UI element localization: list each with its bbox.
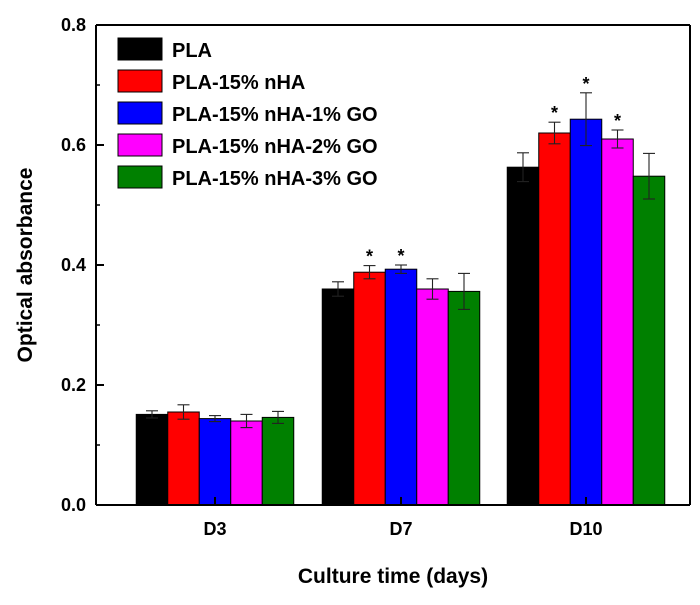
error-bar-1-D10	[517, 152, 529, 183]
legend-label: PLA-15% nHA-2% GO	[172, 136, 378, 158]
error-bar-5-D10	[643, 152, 655, 200]
legend-swatch	[117, 101, 163, 125]
bar-3-D10	[569, 118, 603, 506]
bar-4-D10	[601, 138, 634, 506]
legend-item-1: PLA	[117, 37, 212, 62]
x-tick-label-D10: D10	[569, 519, 602, 539]
bar-2-D3	[167, 411, 200, 506]
x-tick-label-D3: D3	[203, 519, 226, 539]
bar-3-D7	[384, 268, 418, 506]
y-tick-label: 0.4	[61, 255, 86, 275]
y-tick-label: 0.8	[61, 15, 86, 35]
bar-4-D7	[416, 288, 449, 506]
error-bar-3-D10	[580, 92, 592, 147]
error-bar-5-D3	[272, 410, 284, 424]
legend-swatch	[117, 133, 163, 157]
legend-item-4: PLA-15% nHA-2% GO	[117, 133, 378, 158]
y-axis-title: Optical absorbance	[14, 168, 37, 363]
bar-2-D10	[538, 132, 571, 506]
bar-1-D7	[321, 288, 355, 506]
error-bar-2-D7	[363, 265, 376, 280]
legend-swatch	[117, 37, 163, 61]
y-tick-label: 0.0	[61, 495, 86, 515]
error-bar-2-D10	[548, 121, 561, 145]
legend-item-2: PLA-15% nHA	[117, 69, 305, 94]
legend-item-3: PLA-15% nHA-1% GO	[117, 101, 378, 126]
error-bar-4-D7	[426, 278, 439, 300]
legend: PLA PLA-15% nHA PLA-15% nHA-1% GO PLA-15% n…	[117, 37, 378, 190]
significance-marker-2-D10: *	[551, 103, 558, 123]
legend-swatch	[117, 165, 163, 189]
x-axis-title: Culture time (days)	[298, 565, 488, 588]
bar-3-D3	[198, 418, 232, 506]
error-bar-4-D10	[611, 129, 624, 149]
error-bar-1-D7	[332, 281, 344, 297]
legend-label: PLA	[172, 40, 212, 62]
bar-5-D7	[447, 290, 481, 506]
error-bar-4-D3	[240, 413, 253, 429]
y-tick-label: 0.2	[61, 375, 86, 395]
significance-marker-2-D7: *	[366, 247, 373, 267]
bar-1-D10	[506, 166, 540, 506]
error-bar-3-D7	[395, 264, 407, 274]
axes-layer: 0.0 0.2 0.4 0.6 0.8 D3 D7 D10 Culture time (days…	[14, 15, 691, 588]
error-bar-2-D3	[177, 404, 190, 420]
significance-marker-3-D7: *	[397, 246, 404, 266]
error-bar-3-D3	[209, 415, 221, 423]
bar-2-D7	[353, 271, 386, 506]
bar-5-D10	[632, 175, 666, 506]
error-bar-5-D7	[458, 272, 470, 310]
legend-label: PLA-15% nHA-3% GO	[172, 168, 378, 190]
legend-label: PLA-15% nHA-1% GO	[172, 104, 378, 126]
significance-marker-3-D10: *	[582, 74, 589, 94]
x-tick-label-D7: D7	[389, 519, 412, 539]
error-bar-1-D3	[146, 410, 158, 419]
legend-swatch	[117, 69, 163, 93]
legend-item-5: PLA-15% nHA-3% GO	[117, 165, 378, 190]
bar-1-D3	[135, 413, 169, 506]
bar-5-D3	[261, 416, 295, 506]
legend-label: PLA-15% nHA	[172, 72, 305, 94]
bar-4-D3	[230, 420, 263, 506]
y-tick-label: 0.6	[61, 135, 86, 155]
significance-marker-4-D10: *	[614, 111, 621, 131]
plot-layer: * * * * *	[135, 74, 666, 506]
